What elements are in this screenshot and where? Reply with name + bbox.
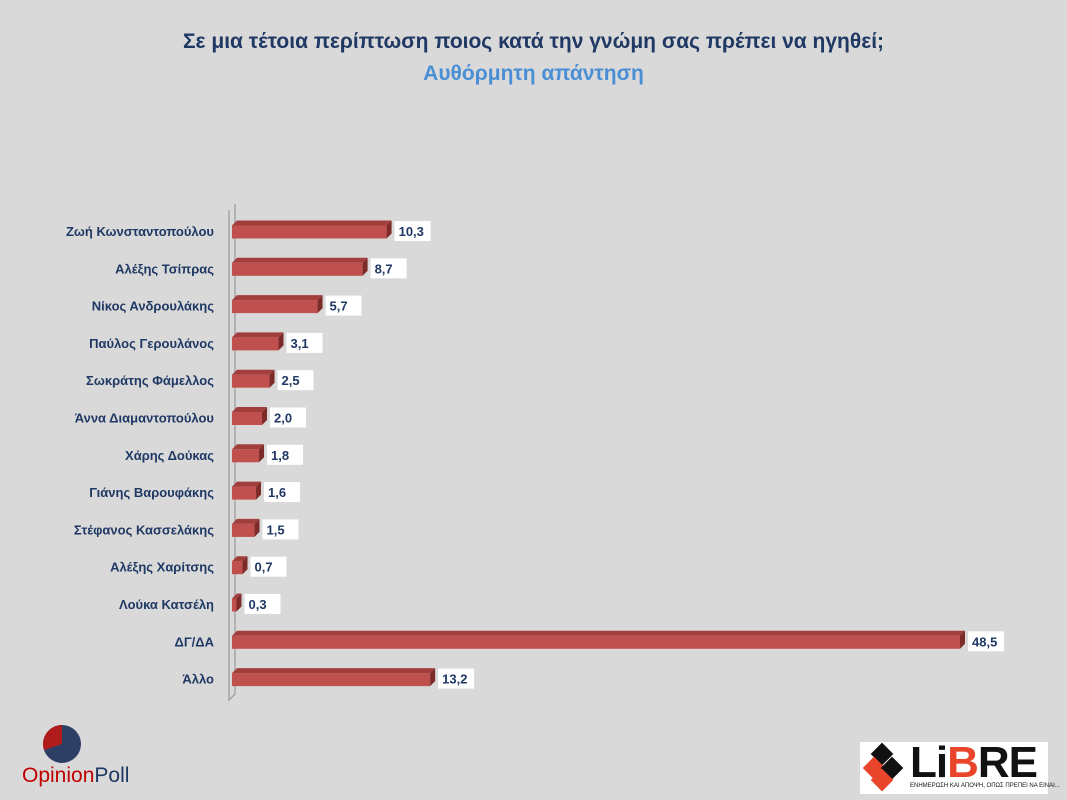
data-label-bg: [325, 295, 362, 316]
bar: [232, 556, 248, 575]
chart-subtitle: Αυθόρμητη απάντηση: [423, 62, 644, 85]
bar: [232, 295, 323, 314]
libre-logo: LiBRE ΕΝΗΜΕΡΩΣΗ ΚΑΙ ΑΠΟΨΗ, ΟΠΩΣ ΠΡΕΠΕΙ Ν…: [860, 738, 1060, 794]
data-label: 3,1: [291, 336, 309, 351]
category-label: Ζωή Κωνσταντοπούλου: [66, 224, 214, 239]
data-label-bg: [438, 668, 475, 689]
data-label-bg: [250, 556, 287, 577]
data-label-bg: [277, 370, 314, 391]
bar: [232, 220, 392, 239]
category-label: Αλέξης Τσίπρας: [115, 261, 214, 276]
data-label-bg: [968, 631, 1004, 652]
bar: [232, 630, 965, 649]
data-label: 48,5: [972, 634, 997, 649]
data-label: 2,0: [274, 411, 292, 426]
category-label: Άννα Διαμαντοπούλου: [75, 411, 215, 426]
category-label: Παύλος Γερουλάνος: [89, 336, 214, 351]
data-label: 0,3: [249, 597, 267, 612]
data-label: 0,7: [255, 560, 273, 575]
category-label: Λούκα Κατσέλη: [119, 597, 214, 612]
data-label-bg: [267, 444, 304, 465]
data-label: 10,3: [399, 224, 424, 239]
data-label: 8,7: [375, 261, 393, 276]
libre-mark-icon: [862, 742, 904, 792]
bar: [232, 407, 268, 425]
data-label: 1,6: [268, 485, 286, 500]
data-label-bg: [394, 221, 431, 241]
category-label: Άλλο: [182, 672, 214, 687]
category-label: Γιάνης Βαρουφάκης: [89, 485, 214, 500]
data-label: 1,5: [267, 522, 285, 537]
data-label: 13,2: [442, 672, 467, 687]
bar: [232, 518, 260, 537]
data-label-bg: [370, 258, 407, 279]
chart-title: Σε μια τέτοια περίπτωση ποιος κατά την γ…: [182, 30, 885, 53]
bar: [232, 593, 242, 612]
opinionpoll-logo-icon: [43, 725, 81, 763]
data-label-bg: [262, 519, 299, 540]
bar: [232, 444, 265, 463]
data-label-bg: [286, 332, 323, 353]
category-label: ΔΓ/ΔΑ: [174, 634, 214, 649]
bar: [232, 257, 368, 276]
data-label-bg: [270, 407, 307, 428]
opinionpoll-logo: OpinionPoll: [22, 764, 130, 787]
data-label: 5,7: [330, 299, 348, 314]
category-label: Σωκράτης Φάμελλος: [86, 373, 214, 388]
category-label: Νίκος Ανδρουλάκης: [92, 299, 214, 314]
data-label: 2,5: [282, 373, 300, 388]
bar: [232, 369, 275, 388]
data-label-bg: [264, 482, 301, 503]
bar: [232, 481, 262, 500]
category-label: Αλέξης Χαρίτσης: [110, 560, 214, 575]
data-label: 1,8: [271, 448, 289, 463]
bar: [232, 668, 436, 687]
bar: [232, 332, 284, 351]
category-label: Χάρης Δούκας: [125, 448, 214, 463]
data-label-bg: [244, 594, 281, 614]
category-label: Στέφανος Κασσελάκης: [74, 522, 214, 537]
